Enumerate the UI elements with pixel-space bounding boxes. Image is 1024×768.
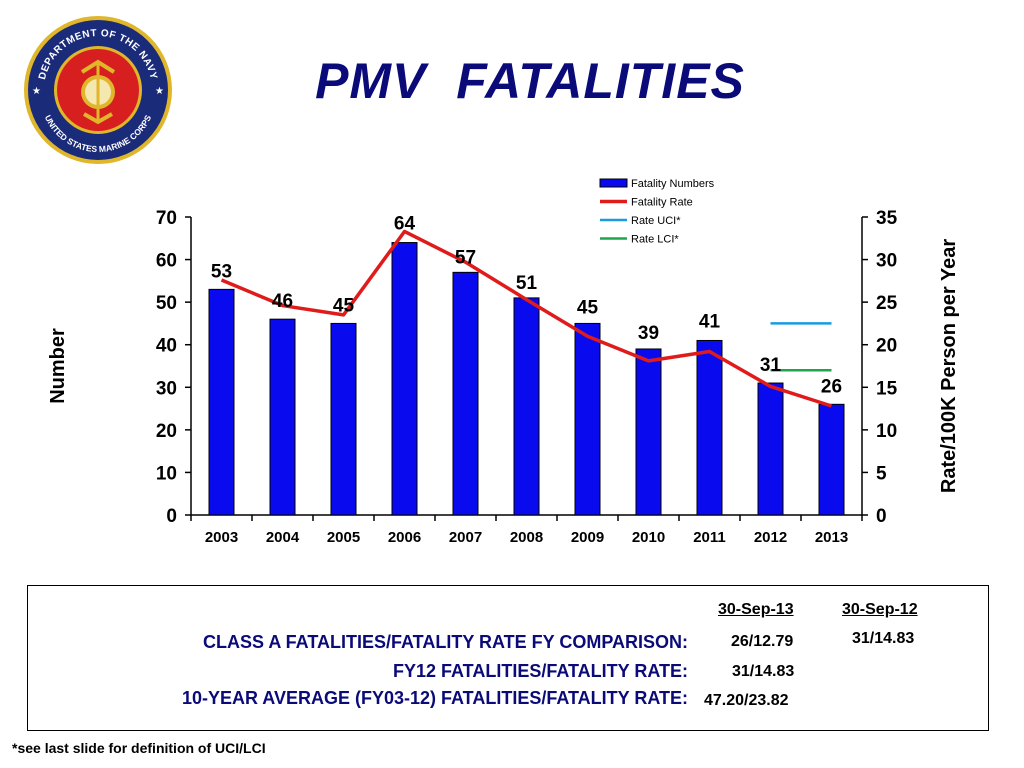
legend-label: Rate UCI* bbox=[631, 215, 681, 227]
marine-corps-seal-logo: DEPARTMENT OF THE NAVY UNITED STATES MAR… bbox=[24, 16, 172, 164]
data-label: 39 bbox=[638, 323, 659, 344]
x-tick-label: 2007 bbox=[449, 529, 482, 546]
data-label: 45 bbox=[333, 295, 355, 316]
bar bbox=[208, 288, 235, 516]
data-label: 26 bbox=[821, 376, 842, 397]
column-header-sep12: 30-Sep-12 bbox=[842, 601, 918, 618]
sep13-fy12-value: 31/14.83 bbox=[732, 663, 795, 680]
fatality-rate-line bbox=[220, 229, 833, 408]
left-tick-label: 0 bbox=[166, 506, 177, 527]
right-tick-label: 35 bbox=[876, 208, 898, 229]
bar bbox=[452, 271, 479, 516]
x-tick-label: 2005 bbox=[327, 529, 360, 546]
right-tick-label: 10 bbox=[876, 421, 897, 442]
data-label: 31 bbox=[760, 355, 782, 376]
summary-label-fy12: FY12 FATALITIES/FATALITY RATE: bbox=[392, 661, 688, 681]
fatalities-chart: 0 10 20 30 40 50 60 70 0 5 10 15 20 25 30 35 2003 2004 200… bbox=[47, 178, 960, 546]
left-tick-label: 40 bbox=[156, 336, 177, 357]
x-tick-label: 2006 bbox=[388, 529, 421, 546]
x-tick-label: 2003 bbox=[205, 529, 238, 546]
data-label: 45 bbox=[577, 297, 599, 318]
summary-label-ten-year-average: 10-YEAR AVERAGE (FY03-12) FATALITIES/FAT… bbox=[181, 688, 688, 708]
x-tick-label: 2013 bbox=[815, 529, 848, 546]
summary-label-comparison: CLASS A FATALITIES/FATALITY RATE FY COMP… bbox=[203, 632, 688, 652]
left-tick-label: 30 bbox=[156, 378, 177, 399]
logo-star-right: ★ bbox=[155, 86, 164, 97]
right-tick-label: 15 bbox=[876, 378, 898, 399]
x-tick-label: 2011 bbox=[693, 529, 726, 546]
right-tick-label: 30 bbox=[876, 251, 897, 272]
bar bbox=[818, 403, 845, 516]
y2-axis-title: Rate/100K Person per Year bbox=[938, 239, 960, 493]
bar bbox=[574, 322, 601, 516]
y-axis-title: Number bbox=[47, 328, 69, 404]
right-tick-label: 25 bbox=[876, 293, 898, 314]
left-tick-label: 50 bbox=[156, 293, 177, 314]
data-label: 57 bbox=[455, 247, 476, 268]
right-tick-label: 20 bbox=[876, 336, 897, 357]
x-tick-label: 2012 bbox=[754, 529, 787, 546]
right-tick-label: 0 bbox=[876, 506, 887, 527]
left-tick-label: 10 bbox=[156, 463, 177, 484]
bar bbox=[513, 297, 540, 516]
legend-label: Fatality Numbers bbox=[631, 178, 715, 190]
data-label: 64 bbox=[394, 214, 416, 235]
bar bbox=[696, 339, 723, 516]
footnote: *see last slide for definition of UCI/LC… bbox=[12, 740, 266, 756]
bar bbox=[757, 382, 784, 516]
left-tick-label: 60 bbox=[156, 251, 177, 272]
sep13-comparison-value: 26/12.79 bbox=[731, 633, 794, 650]
x-tick-label: 2010 bbox=[632, 529, 665, 546]
data-label: 53 bbox=[211, 261, 232, 282]
sep13-ten-year-value: 47.20/23.82 bbox=[704, 692, 789, 709]
summary-box: CLASS A FATALITIES/FATALITY RATE FY COMP… bbox=[27, 585, 989, 731]
legend-label: Fatality Rate bbox=[631, 197, 693, 209]
legend-swatch-bar bbox=[599, 178, 628, 188]
bar bbox=[269, 318, 296, 516]
left-tick-label: 70 bbox=[156, 208, 177, 229]
right-tick-label: 5 bbox=[876, 463, 887, 484]
page-title: PMV FATALITIES bbox=[315, 53, 745, 109]
column-header-sep13: 30-Sep-13 bbox=[718, 601, 794, 618]
data-label: 51 bbox=[516, 273, 538, 294]
x-tick-label: 2004 bbox=[266, 529, 300, 546]
x-tick-label: 2009 bbox=[571, 529, 604, 546]
left-tick-label: 20 bbox=[156, 421, 177, 442]
data-label: 41 bbox=[699, 311, 721, 332]
x-tick-label: 2008 bbox=[510, 529, 543, 546]
bar bbox=[330, 322, 357, 516]
bar bbox=[635, 348, 662, 516]
sep12-comparison-value: 31/14.83 bbox=[852, 630, 915, 647]
logo-star-left: ★ bbox=[32, 86, 41, 97]
bar bbox=[391, 242, 418, 516]
data-label: 46 bbox=[272, 291, 293, 312]
legend-label: Rate LCI* bbox=[631, 234, 679, 246]
